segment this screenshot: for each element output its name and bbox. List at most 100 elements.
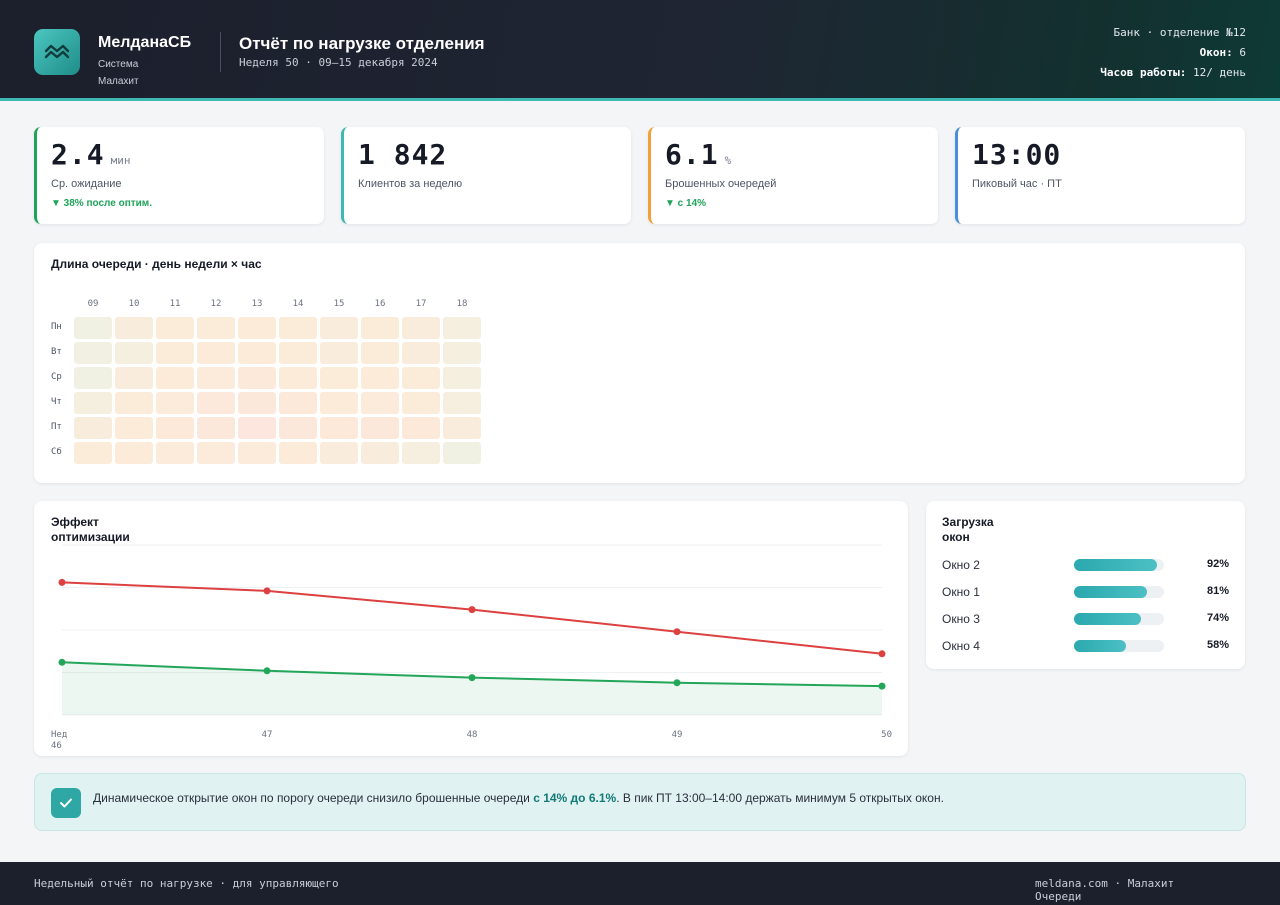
x-tick-label: Нед 46 (51, 730, 67, 751)
window-load-name: Окно 1 (942, 585, 980, 599)
branch-windows: Окон: 6 (1076, 43, 1246, 63)
series-point (58, 578, 66, 586)
heatmap-cell (320, 367, 358, 389)
insight-text: Динамическое открытие окон по порогу оче… (93, 791, 944, 805)
kpi-value: 2.4 мин (51, 138, 131, 171)
kpi-label: Брошенных очередей (665, 178, 777, 190)
series-point (673, 679, 681, 687)
heatmap-cell (115, 317, 153, 339)
wave-icon (44, 44, 70, 59)
series-point (263, 667, 271, 675)
heatmap-hour-label: 09 (87, 299, 99, 309)
hours-value: 12/ день (1193, 66, 1246, 79)
series-point (468, 674, 476, 682)
kpi-label: Ср. ожидание (51, 178, 122, 190)
heatmap-cell (197, 317, 235, 339)
window-load-bar (1074, 586, 1164, 598)
window-load-percent: 81% (1206, 585, 1229, 597)
branch-hours: Часов работы: 12/ день (1076, 63, 1246, 83)
heatmap-cell (361, 417, 399, 439)
heatmap-cell (402, 317, 440, 339)
heatmap-cell (238, 442, 276, 464)
series-point (58, 658, 66, 666)
windows-value: 6 (1239, 46, 1246, 59)
heatmap-cell (197, 367, 235, 389)
header-divider (220, 32, 221, 72)
x-tick-label: 49 (672, 730, 683, 740)
series-point (673, 628, 681, 636)
kpi-value: 1 842 (358, 138, 448, 171)
heatmap-day-label: Сб (51, 447, 62, 457)
heatmap-cell (74, 442, 112, 464)
heatmap-cell (115, 367, 153, 389)
heatmap-cell (74, 367, 112, 389)
heatmap-cell (238, 417, 276, 439)
chart-title: Эффект оптимизации (51, 515, 130, 544)
heatmap-hour-label: 13 (251, 299, 263, 309)
heatmap-cell (156, 417, 194, 439)
window-load-name: Окно 3 (942, 612, 980, 626)
window-load-title: Загрузка окон (942, 515, 994, 544)
series-point (878, 650, 886, 658)
heatmap-cell (279, 392, 317, 414)
heatmap-cell (402, 342, 440, 364)
heatmap-cell (197, 442, 235, 464)
window-load-percent: 58% (1206, 639, 1229, 651)
heatmap-cell (115, 342, 153, 364)
heatmap-panel: Длина очереди · день недели × час 09 10 11… (34, 243, 1245, 483)
heatmap-cell (320, 342, 358, 364)
window-load-fill (1074, 613, 1141, 625)
heatmap-day-label: Пн (51, 322, 62, 332)
brand-name: МелданаСБ (98, 34, 192, 51)
line-chart: Нед 46 47 48 49 50 (51, 544, 892, 751)
heatmap-day-label: Чт (51, 397, 62, 407)
heatmap-cell (443, 392, 481, 414)
x-tick-label: 48 (467, 730, 478, 740)
heatmap-cell (156, 342, 194, 364)
kpi-card-wait: 2.4 мин Ср. ожидание ▼ 38% после оптим. (34, 127, 324, 224)
heatmap-cell (279, 442, 317, 464)
heatmap-hour-label: 12 (210, 299, 222, 309)
heatmap-day-label: Пт (51, 422, 62, 432)
footer-site: meldana.com · Малахит Очереди (1035, 877, 1175, 903)
window-load-percent: 92% (1206, 558, 1229, 570)
heatmap-cell (320, 417, 358, 439)
series-area (62, 662, 882, 715)
heatmap-cell (74, 342, 112, 364)
heatmap-hour-label: 14 (292, 299, 304, 309)
heatmap-cell (197, 392, 235, 414)
heatmap-cell (320, 442, 358, 464)
heatmap-cell (279, 317, 317, 339)
heatmap-cell (74, 417, 112, 439)
heatmap-cell (279, 367, 317, 389)
kpi-value: 13:00 (972, 138, 1062, 171)
kpi-trend: ▼ 38% после оптим. (51, 198, 152, 209)
heatmap-cell (279, 342, 317, 364)
heatmap-cell (443, 442, 481, 464)
heatmap-cell (361, 392, 399, 414)
heatmap-cell (443, 367, 481, 389)
heatmap-cell (238, 367, 276, 389)
heatmap-cell (156, 317, 194, 339)
kpi-card-peak: 13:00 Пиковый час · ПТ (955, 127, 1245, 224)
window-load-bar (1074, 613, 1164, 625)
heatmap-cell (74, 317, 112, 339)
footer-caption: Недельный отчёт по нагрузке · для управл… (34, 877, 339, 890)
report-header: МелданаСБ Система Малахит Отчёт по нагру… (0, 0, 1280, 101)
heatmap-hour-label: 16 (374, 299, 386, 309)
series-point (263, 587, 271, 595)
series-point (468, 606, 476, 614)
heatmap-cell (279, 417, 317, 439)
check-icon (51, 788, 81, 818)
heatmap-cell (443, 417, 481, 439)
series-line (61, 581, 883, 655)
branch-line: Банк · отделение №12 (1113, 26, 1246, 39)
heatmap-cell (238, 342, 276, 364)
brand-logo (34, 29, 80, 75)
heatmap-hour-label: 11 (169, 299, 181, 309)
heatmap-cell (361, 342, 399, 364)
kpi-card-abandoned: 6.1% Брошенных очередей ▼ с 14% (648, 127, 938, 224)
heatmap-hour-label: 15 (333, 299, 345, 309)
heatmap-cell (402, 367, 440, 389)
hours-label: Часов работы: (1100, 66, 1187, 79)
